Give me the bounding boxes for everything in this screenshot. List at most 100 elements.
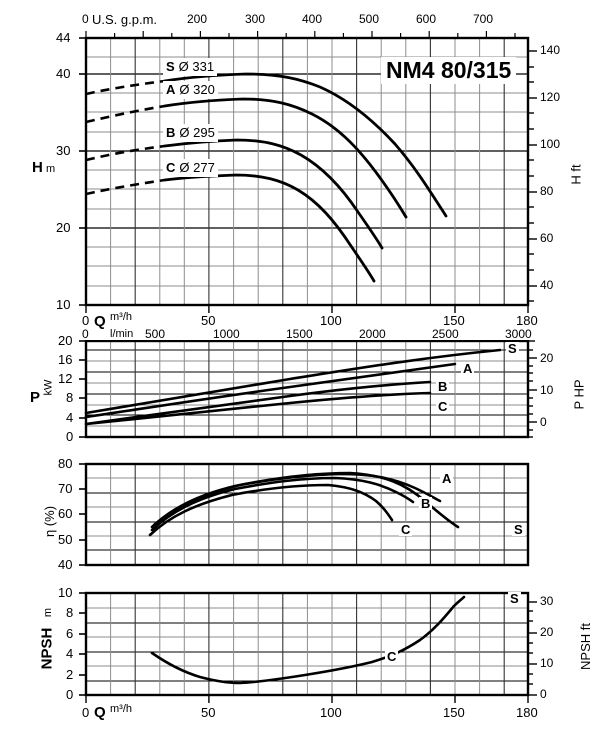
head-right-tick-60: 60 xyxy=(540,231,554,245)
power-y-axis-title: P xyxy=(30,389,41,406)
power-curve-s xyxy=(84,348,502,415)
eff-curve-label-b: B xyxy=(419,496,433,511)
npsh-right-tick-30: 30 xyxy=(540,594,554,608)
head-lmin-tick-3000: 3000 xyxy=(505,327,532,341)
eff-curve-b xyxy=(150,476,415,532)
power-curve-label-b: B xyxy=(436,379,450,394)
npsh-y-tick-2: 2 xyxy=(66,667,74,682)
head-right-tick-120: 120 xyxy=(540,90,561,104)
head-y-tick-44: 44 xyxy=(56,30,71,45)
head-y-tick-20: 20 xyxy=(56,220,71,235)
npsh-x-tick-100: 100 xyxy=(320,705,342,720)
head-lmin-tick-1000: 1000 xyxy=(213,327,240,341)
npsh-right-tick-0: 0 xyxy=(540,687,547,701)
eff-curve-label-c: C xyxy=(399,522,413,537)
npsh-x-axis-title: Q xyxy=(94,704,106,721)
head-curve-label-a-dia: Ø 320 xyxy=(179,82,215,97)
power-y-tick-8: 8 xyxy=(66,390,74,405)
power-curve-label-c: C xyxy=(436,399,450,414)
power-curve-c xyxy=(84,391,432,426)
npsh-right-tick-10: 10 xyxy=(540,656,554,670)
head-right-tick-40: 40 xyxy=(540,278,554,292)
head-y-axis-title: H xyxy=(32,159,43,176)
page-title: NM4 80/315 xyxy=(381,57,517,84)
npsh-curve-label-s: S xyxy=(508,591,521,606)
head-right-tick-100: 100 xyxy=(540,137,561,151)
npsh-y-tick-8: 8 xyxy=(66,605,74,620)
eff-y-tick-40: 40 xyxy=(58,557,73,572)
npsh-curve xyxy=(150,595,466,685)
head-top-tick-400: 400 xyxy=(302,12,323,26)
npsh-curve-label-c: C xyxy=(385,649,399,664)
head-curve-label-c-name: C xyxy=(166,160,176,175)
npsh-y-tick-4: 4 xyxy=(66,646,74,661)
power-curve-label-s: S xyxy=(506,341,519,356)
head-curve-label-c-dia: Ø 277 xyxy=(179,160,215,175)
npsh-x-tick-0: 0 xyxy=(82,705,90,720)
eff-y-tick-80: 80 xyxy=(58,456,73,471)
npsh-x-tick-180: 180 xyxy=(516,705,538,720)
head-top-tick-0: 0 xyxy=(82,12,89,26)
power-curve-a xyxy=(84,362,457,419)
head-curve-label-s-dia: Ø 331 xyxy=(178,59,215,74)
power-y-tick-12: 12 xyxy=(58,371,73,386)
npsh-x-tick-50: 50 xyxy=(201,705,216,720)
head-chart-graphics xyxy=(79,31,537,313)
head-x-tick-150: 150 xyxy=(443,313,465,328)
eff-y-axis-title: η (%) xyxy=(42,505,58,538)
npsh-x-tick-150: 150 xyxy=(443,705,465,720)
npsh-right-axis-title: NPSH ft xyxy=(577,623,593,670)
power-curve-label-a: A xyxy=(461,361,475,376)
head-top-tick-300: 300 xyxy=(245,12,266,26)
head-curve-label-a-name: A xyxy=(166,82,176,97)
head-curve-label-s-name: S xyxy=(166,59,175,74)
eff-curve-label-a: A xyxy=(440,471,454,486)
head-top-tick-200: 200 xyxy=(187,12,208,26)
head-right-tick-80: 80 xyxy=(540,184,554,198)
eff-y-tick-50: 50 xyxy=(58,532,73,547)
power-y-tick-20: 20 xyxy=(58,333,73,348)
head-top-tick-600: 600 xyxy=(416,12,437,26)
npsh-y-tick-6: 6 xyxy=(66,626,74,641)
head-curve-label-b-dia: Ø 295 xyxy=(179,125,215,140)
head-curve-a xyxy=(163,97,408,219)
eff-curve-c xyxy=(148,483,394,537)
power-right-tick-0: 0 xyxy=(540,415,547,429)
head-lmin-tick-2500: 2500 xyxy=(432,327,459,341)
head-y-axis-unit: m xyxy=(46,163,56,175)
efficiency-chart-graphics xyxy=(79,462,530,567)
head-lmin-tick-0: 0 xyxy=(82,327,89,341)
power-y-tick-0: 0 xyxy=(66,429,74,444)
head-x-axis-title: Q xyxy=(94,313,106,330)
head-lmin-tick-2000: 2000 xyxy=(359,327,386,341)
power-right-tick-10: 10 xyxy=(540,383,554,397)
power-y-tick-4: 4 xyxy=(66,410,74,425)
eff-y-tick-70: 70 xyxy=(58,481,73,496)
npsh-chart-graphics xyxy=(79,591,537,703)
npsh-y-tick-0: 0 xyxy=(66,687,74,702)
head-lmin-tick-500: 500 xyxy=(145,327,166,341)
head-lmin-tick-1500: 1500 xyxy=(286,327,313,341)
power-right-axis-title: P HP xyxy=(571,379,587,410)
head-curve-s xyxy=(163,72,448,218)
head-x-tick-0: 0 xyxy=(82,313,90,328)
head-curve-b xyxy=(163,138,384,250)
npsh-y-axis-unit: m xyxy=(42,607,55,618)
power-right-tick-20: 20 xyxy=(540,351,554,365)
head-x-axis-unit-lmin: l/min xyxy=(110,328,134,340)
power-y-axis-unit: kW xyxy=(42,379,55,396)
head-right-axis-title: H ft xyxy=(568,164,584,185)
head-y-tick-40: 40 xyxy=(56,66,71,81)
power-curve-b xyxy=(84,380,432,426)
head-x-tick-50: 50 xyxy=(201,313,216,328)
power-y-tick-16: 16 xyxy=(58,352,73,367)
eff-curve-label-s: S xyxy=(512,522,525,537)
head-y-tick-30: 30 xyxy=(56,143,71,158)
eff-curve-a xyxy=(150,472,442,529)
head-x-axis-unit: m³/h xyxy=(110,311,132,323)
eff-y-tick-60: 60 xyxy=(58,506,73,521)
